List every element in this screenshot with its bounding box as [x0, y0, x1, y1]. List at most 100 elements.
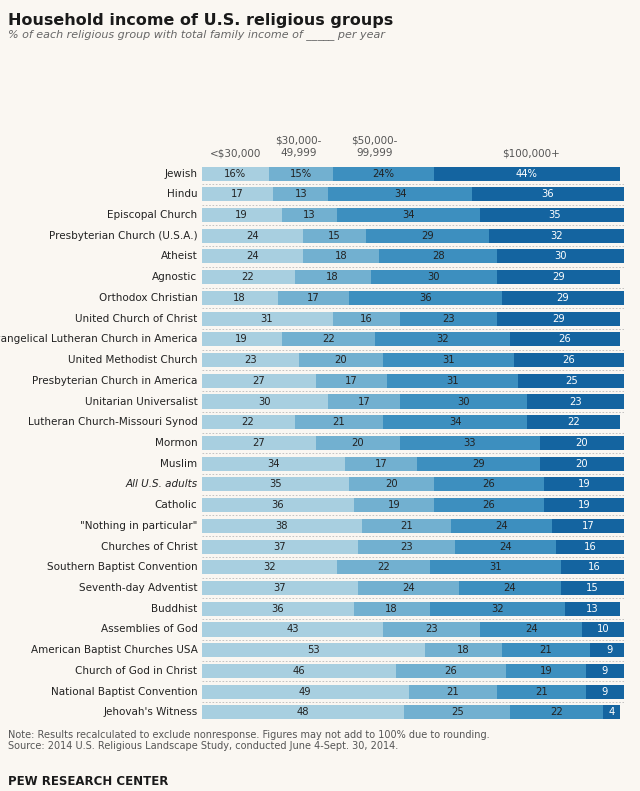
Text: 22: 22 — [242, 417, 255, 427]
Bar — [358, 581, 460, 595]
Text: 22: 22 — [550, 707, 563, 717]
Text: National Baptist Convention: National Baptist Convention — [51, 687, 197, 697]
Bar — [383, 623, 481, 637]
Text: Episcopal Church: Episcopal Church — [108, 210, 197, 220]
Text: 19: 19 — [540, 666, 552, 676]
Text: 22: 22 — [242, 272, 255, 282]
Bar — [358, 539, 455, 554]
Bar — [303, 229, 366, 243]
Text: 31: 31 — [260, 313, 273, 324]
Bar — [202, 249, 303, 263]
Text: Presbyterian Church (U.S.A.): Presbyterian Church (U.S.A.) — [49, 231, 197, 240]
Text: 20: 20 — [575, 438, 588, 448]
Text: Household income of U.S. religious groups: Household income of U.S. religious group… — [8, 13, 393, 28]
Bar — [417, 456, 540, 471]
Text: Mormon: Mormon — [155, 438, 197, 448]
Bar — [514, 353, 624, 367]
Bar — [337, 560, 429, 574]
Bar — [354, 602, 429, 616]
Text: 37: 37 — [273, 583, 286, 593]
Text: Agnostic: Agnostic — [152, 272, 197, 282]
Text: 32: 32 — [550, 231, 563, 240]
Bar — [337, 208, 481, 222]
Text: 20: 20 — [575, 459, 588, 469]
Text: 20: 20 — [335, 355, 348, 365]
Bar — [316, 373, 387, 388]
Bar — [552, 519, 624, 533]
Text: Muslim: Muslim — [160, 459, 197, 469]
Text: 20: 20 — [385, 479, 398, 490]
Text: $30,000-
49,999: $30,000- 49,999 — [276, 136, 322, 158]
Text: 17: 17 — [375, 459, 387, 469]
Text: 46: 46 — [292, 666, 305, 676]
Bar — [278, 291, 349, 305]
Text: 9: 9 — [602, 666, 608, 676]
Text: American Baptist Churches USA: American Baptist Churches USA — [31, 645, 197, 655]
Bar — [408, 684, 497, 698]
Text: 31: 31 — [447, 376, 460, 386]
Text: 25: 25 — [451, 707, 463, 717]
Text: 13: 13 — [303, 210, 316, 220]
Text: 26: 26 — [483, 479, 495, 490]
Bar — [328, 395, 400, 409]
Text: 23: 23 — [400, 542, 413, 551]
Bar — [333, 312, 400, 326]
Text: 21: 21 — [400, 520, 413, 531]
Text: 21: 21 — [535, 687, 548, 697]
Bar — [544, 477, 624, 491]
Text: 53: 53 — [307, 645, 320, 655]
Text: 16: 16 — [588, 562, 601, 573]
Text: 9: 9 — [602, 687, 608, 697]
Text: 19: 19 — [577, 500, 590, 510]
Bar — [328, 187, 472, 202]
Bar — [481, 208, 628, 222]
Bar — [354, 498, 434, 513]
Bar — [202, 167, 269, 180]
Text: 26: 26 — [563, 355, 575, 365]
Text: Assemblies of God: Assemblies of God — [100, 624, 197, 634]
Bar — [455, 539, 556, 554]
Bar — [472, 187, 624, 202]
Bar — [294, 415, 383, 430]
Bar — [202, 602, 354, 616]
Bar — [202, 498, 354, 513]
Text: Church of God in Christ: Church of God in Christ — [76, 666, 197, 676]
Bar — [202, 187, 273, 202]
Text: 37: 37 — [273, 542, 286, 551]
Text: 18: 18 — [457, 645, 470, 655]
Text: 26: 26 — [444, 666, 457, 676]
Bar — [527, 395, 624, 409]
Bar — [202, 270, 294, 284]
Bar — [333, 167, 434, 180]
Bar — [497, 249, 624, 263]
Text: United Church of Christ: United Church of Christ — [75, 313, 197, 324]
Bar — [202, 353, 299, 367]
Bar — [202, 560, 337, 574]
Text: 13: 13 — [294, 189, 307, 199]
Text: 17: 17 — [231, 189, 244, 199]
Bar — [518, 373, 624, 388]
Bar — [269, 167, 333, 180]
Bar — [582, 623, 624, 637]
Bar — [366, 229, 489, 243]
Text: 24: 24 — [246, 231, 259, 240]
Bar — [202, 373, 316, 388]
Bar — [400, 312, 497, 326]
Bar — [202, 456, 345, 471]
Text: 30: 30 — [259, 396, 271, 407]
Text: "Nothing in particular": "Nothing in particular" — [80, 520, 197, 531]
Text: Note: Results recalculated to exclude nonresponse. Figures may not add to 100% d: Note: Results recalculated to exclude no… — [8, 730, 490, 740]
Text: Presbyterian Church in America: Presbyterian Church in America — [32, 376, 197, 386]
Text: 34: 34 — [267, 459, 280, 469]
Text: 29: 29 — [552, 313, 565, 324]
Bar — [434, 477, 544, 491]
Bar — [303, 249, 379, 263]
Text: 19: 19 — [577, 479, 590, 490]
Text: 18: 18 — [326, 272, 339, 282]
Text: Lutheran Church-Missouri Synod: Lutheran Church-Missouri Synod — [28, 417, 197, 427]
Text: 23: 23 — [426, 624, 438, 634]
Text: 10: 10 — [596, 624, 609, 634]
Bar — [544, 498, 624, 513]
Text: 36: 36 — [419, 293, 432, 303]
Text: 18: 18 — [385, 604, 398, 614]
